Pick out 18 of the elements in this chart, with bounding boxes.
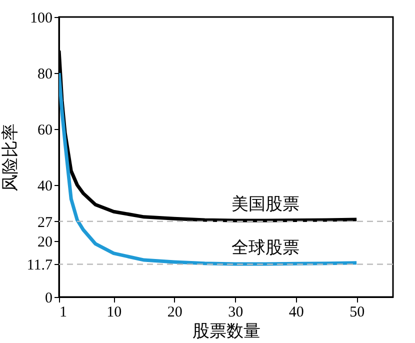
x-tick-label: 30: [228, 304, 244, 320]
x-tick-label: 20: [167, 304, 182, 320]
x-tick-label: 40: [288, 304, 304, 320]
x-axis-title: 股票数量: [192, 322, 260, 340]
y-tick-label: 60: [38, 122, 52, 138]
series-label: 全球股票: [231, 238, 300, 257]
x-tick-label: 50: [350, 304, 365, 320]
series-label: 美国股票: [231, 194, 300, 214]
y-tick-label: 20: [38, 234, 52, 250]
y-tick-label: 27: [38, 214, 53, 231]
y-tick-label: 40: [38, 178, 52, 194]
y-tick-label: 11.7: [26, 258, 53, 274]
x-tick-label: 10: [106, 304, 122, 320]
y-tick-label: 80: [38, 66, 52, 82]
y-tick-label: 100: [30, 10, 52, 26]
y-tick-label: 0: [45, 290, 52, 306]
y-axis-title: 风险比率: [0, 124, 20, 192]
x-tick-label: 1: [60, 304, 67, 320]
